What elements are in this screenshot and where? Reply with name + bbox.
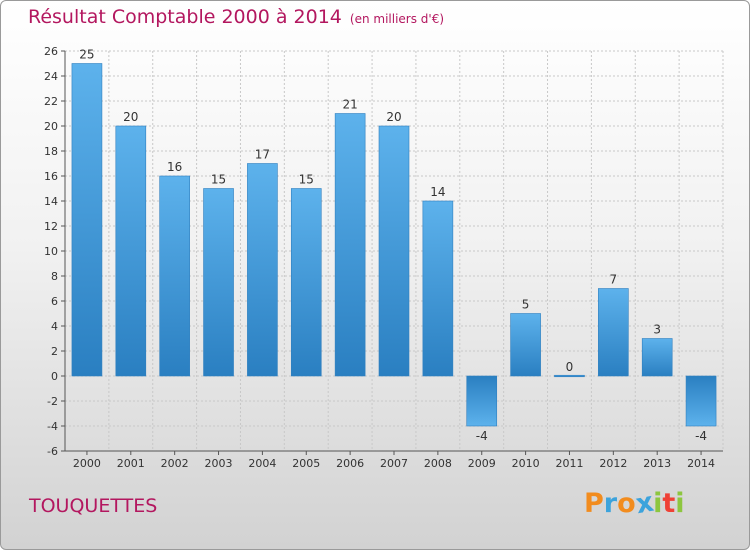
x-tick-label: 2006 (336, 457, 364, 470)
data-label: 20 (123, 110, 138, 124)
x-tick-label: 2013 (643, 457, 671, 470)
logo-letter: t (662, 488, 676, 519)
data-label: 14 (430, 185, 445, 199)
x-tick-label: 2005 (292, 457, 320, 470)
y-tick-label: 10 (44, 245, 58, 258)
y-tick-label: 4 (51, 320, 58, 333)
y-tick-label: 20 (44, 120, 58, 133)
y-tick-label: 18 (44, 145, 58, 158)
y-tick-label: 6 (51, 295, 58, 308)
data-label: 0 (566, 360, 574, 374)
data-label: -4 (476, 429, 488, 443)
bar (466, 375, 498, 427)
x-tick-label: 2000 (73, 457, 101, 470)
x-tick-label: 2002 (161, 457, 189, 470)
bar (554, 374, 585, 378)
x-tick-label: 2010 (512, 457, 540, 470)
y-tick-label: 16 (44, 170, 58, 183)
bar (290, 188, 322, 377)
y-tick-label: -4 (47, 420, 58, 433)
data-label: 3 (653, 323, 661, 337)
data-labels: 25 20 16 15 17 15 21 20 14 -4 5 0 7 3 -4 (79, 48, 707, 444)
x-tick-label: 2014 (687, 457, 715, 470)
bar (422, 200, 454, 377)
y-tick-label: 22 (44, 95, 58, 108)
bar (203, 188, 234, 377)
x-tick-label: 2011 (555, 457, 583, 470)
title-row: Résultat Comptable 2000 à 2014 (en millie… (28, 6, 444, 28)
bar (71, 63, 103, 377)
bar (115, 125, 147, 377)
bar (247, 163, 278, 377)
y-tick-label: 26 (44, 45, 58, 58)
data-label: 25 (79, 48, 94, 62)
y-tick-label: -6 (47, 445, 58, 458)
x-tick-label: 2009 (468, 457, 496, 470)
chart-title: Résultat Comptable 2000 à 2014 (28, 6, 342, 28)
bar (159, 175, 190, 377)
y-tick-label: 2 (51, 345, 58, 358)
bar (334, 113, 366, 377)
data-label: 15 (211, 173, 226, 187)
logo-letter: i (653, 488, 663, 519)
x-tick-label: 2008 (424, 457, 452, 470)
x-tick-label: 2003 (205, 457, 233, 470)
bars (71, 63, 717, 427)
y-tick-label: -2 (47, 395, 58, 408)
x-tick-label: 2004 (248, 457, 276, 470)
data-label: 17 (255, 148, 270, 162)
data-label: 5 (522, 298, 530, 312)
bar (598, 288, 629, 377)
bar (510, 313, 541, 377)
y-tick-label: 12 (44, 220, 58, 233)
y-tick-label: 0 (51, 370, 58, 383)
bar (685, 375, 717, 427)
data-label: 16 (167, 160, 182, 174)
x-tick-label: 2012 (599, 457, 627, 470)
y-tick-label: 14 (44, 195, 58, 208)
x-tick-label: 2001 (117, 457, 145, 470)
data-label: 15 (299, 173, 314, 187)
logo-letter: r (603, 488, 618, 519)
data-label: 21 (342, 98, 357, 112)
data-label: 20 (386, 110, 401, 124)
proxiti-logo: Proxiti (584, 487, 685, 521)
x-tick-label: 2007 (380, 457, 408, 470)
bar (641, 338, 673, 377)
logo-letter: i (675, 488, 685, 519)
commune-name: TOUQUETTES (29, 495, 158, 517)
y-tick-label: 24 (44, 70, 58, 83)
logo-letter: o (617, 488, 636, 519)
y-tick-label: 8 (51, 270, 58, 283)
bar (378, 125, 410, 377)
data-label: -4 (695, 429, 707, 443)
logo-letter: P (584, 488, 604, 519)
chart-subtitle: (en milliers d'€) (349, 12, 445, 26)
data-label: 7 (610, 273, 618, 287)
